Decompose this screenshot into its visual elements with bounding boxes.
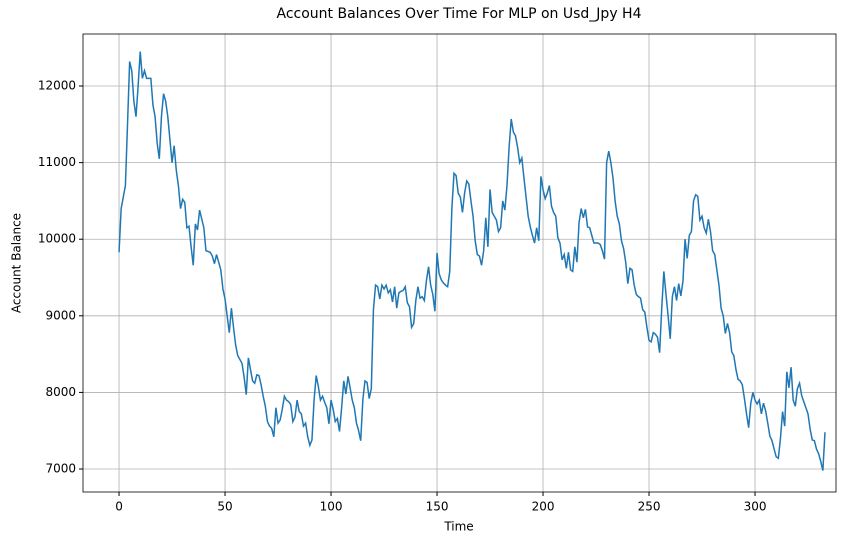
plot-frame — [82, 33, 837, 493]
x-tick-label: 0 — [115, 500, 123, 514]
x-tick-label: 200 — [532, 500, 555, 514]
y-tick-label: 12000 — [38, 79, 76, 93]
y-tick-label: 9000 — [45, 308, 76, 322]
y-tick-label: 7000 — [45, 462, 76, 476]
x-tick-label: 250 — [638, 500, 661, 514]
y-tick-label: 11000 — [38, 155, 76, 169]
x-tick-label: 50 — [217, 500, 232, 514]
x-axis-label: Time — [443, 520, 473, 534]
x-tick-label: 100 — [320, 500, 343, 514]
series-line — [118, 51, 826, 471]
x-tick-label: 150 — [426, 500, 449, 514]
chart-title: Account Balances Over Time For MLP on Us… — [277, 6, 642, 22]
x-tick-label: 300 — [744, 500, 767, 514]
y-tick-label: 8000 — [45, 385, 76, 399]
y-axis-label: Account Balance — [10, 213, 24, 313]
y-tick-label: 10000 — [38, 232, 76, 246]
